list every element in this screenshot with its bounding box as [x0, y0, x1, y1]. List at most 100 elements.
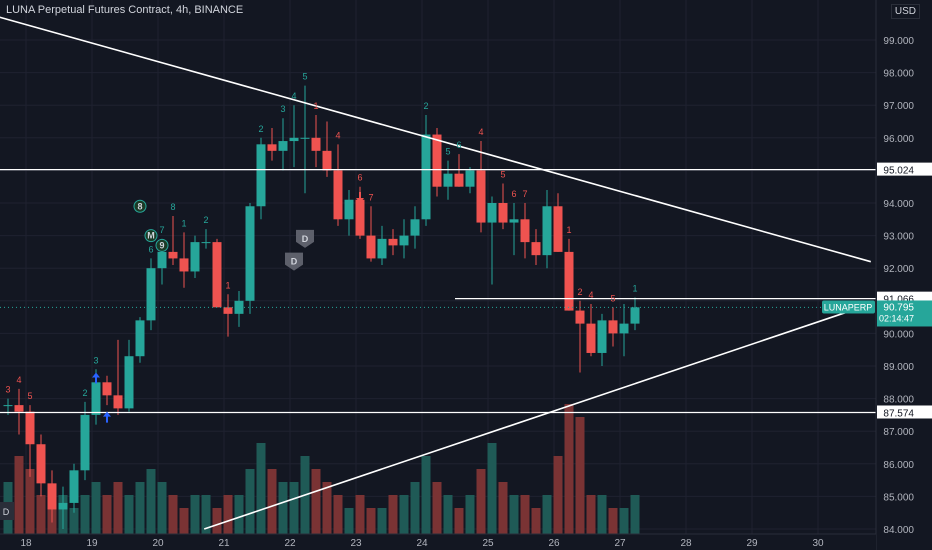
td-count-label: 3: [5, 385, 10, 395]
candle-body[interactable]: [410, 219, 420, 236]
candle-body[interactable]: [509, 219, 519, 223]
candle-body[interactable]: [553, 206, 563, 252]
candle-body[interactable]: [608, 320, 618, 334]
td-count-label: 2: [82, 388, 87, 398]
candle-body[interactable]: [487, 203, 497, 223]
candle-body[interactable]: [289, 137, 299, 142]
volume-bar: [36, 495, 46, 534]
candle-body[interactable]: [69, 470, 79, 503]
candle-body[interactable]: [157, 251, 167, 269]
candle-body[interactable]: [476, 170, 486, 223]
volume-bar: [366, 508, 376, 534]
candle-body[interactable]: [311, 137, 321, 151]
candle-body[interactable]: [344, 199, 354, 220]
candle-body[interactable]: [36, 444, 46, 484]
time-axis-label: 29: [746, 538, 758, 549]
volume-bar: [443, 495, 453, 534]
candle-body[interactable]: [245, 206, 255, 301]
volume-bar: [146, 469, 156, 534]
price-axis-label: 90.000: [883, 329, 914, 340]
volume-bar: [278, 482, 288, 534]
candle-body[interactable]: [586, 323, 596, 353]
volume-bar: [267, 469, 277, 534]
candle-body[interactable]: [399, 235, 409, 246]
candle-body[interactable]: [256, 144, 266, 207]
candle-body[interactable]: [102, 382, 112, 396]
candle-body[interactable]: [168, 251, 178, 259]
candle-body[interactable]: [300, 137, 310, 139]
candle-body[interactable]: [542, 206, 552, 256]
candle-body[interactable]: [223, 307, 233, 314]
candle-body[interactable]: [278, 141, 288, 151]
currency-selector[interactable]: USD: [890, 4, 920, 19]
candle-body[interactable]: [355, 199, 365, 236]
price-axis-label: 94.000: [883, 199, 914, 210]
candle-body[interactable]: [520, 219, 530, 243]
candle-body[interactable]: [465, 170, 475, 187]
candle-body[interactable]: [333, 170, 343, 220]
td-count-label: 4: [588, 290, 593, 300]
signal-marker-shield: [285, 252, 303, 271]
td-count-label: 2: [258, 124, 263, 134]
td-count-label: 3: [280, 104, 285, 114]
candle-body[interactable]: [113, 395, 123, 409]
time-axis-label: 20: [152, 538, 164, 549]
candle-body[interactable]: [322, 150, 332, 171]
candle-body[interactable]: [366, 235, 376, 259]
volume-bar: [234, 495, 244, 534]
candle-body[interactable]: [201, 242, 211, 244]
candle-body[interactable]: [190, 242, 200, 272]
volume-bar: [190, 495, 200, 534]
candle-body[interactable]: [80, 414, 90, 471]
interval-badge[interactable]: [0, 502, 14, 520]
candle-body[interactable]: [498, 203, 508, 223]
td-count-label: 6: [456, 140, 461, 150]
candle-body[interactable]: [47, 483, 57, 510]
trendline[interactable]: [0, 16, 872, 263]
candle-body[interactable]: [377, 238, 387, 259]
trendline[interactable]: [203, 303, 872, 530]
candle-body[interactable]: [58, 502, 68, 510]
candle-body[interactable]: [267, 144, 277, 151]
candle-body[interactable]: [91, 382, 101, 415]
candle-body[interactable]: [135, 320, 145, 357]
volume-bar: [80, 495, 90, 534]
candle-body[interactable]: [421, 134, 431, 220]
candle-body[interactable]: [124, 356, 134, 409]
candle-body[interactable]: [3, 405, 13, 407]
candle-body[interactable]: [146, 268, 156, 321]
candle-body[interactable]: [619, 323, 629, 334]
candle-body[interactable]: [25, 411, 35, 445]
candle-body[interactable]: [630, 307, 640, 324]
volume-bar: [322, 482, 332, 534]
volume-bar: [487, 443, 497, 534]
price-axis-label: 88.000: [883, 395, 914, 406]
level-price-value: 95.024: [883, 166, 914, 177]
candle-body[interactable]: [14, 405, 24, 412]
candle-body[interactable]: [179, 258, 189, 272]
signal-marker-label: 9: [159, 240, 164, 250]
td-count-label: 8: [170, 202, 175, 212]
signal-arrow-icon: [356, 192, 364, 203]
candle-body[interactable]: [531, 242, 541, 256]
price-axis-label: 97.000: [883, 101, 914, 112]
candle-body[interactable]: [575, 310, 585, 324]
candle-body[interactable]: [597, 320, 607, 353]
volume-bar: [498, 482, 508, 534]
time-axis-label: 27: [614, 538, 626, 549]
candle-body[interactable]: [454, 173, 464, 187]
level-price-tag: [877, 405, 932, 419]
candle-body[interactable]: [432, 134, 442, 187]
candle-body[interactable]: [388, 238, 398, 246]
volume-bar: [476, 469, 486, 534]
candle-body[interactable]: [234, 300, 244, 314]
td-count-label: 5: [445, 147, 450, 157]
td-count-label: 7: [368, 192, 373, 202]
volume-bar: [344, 508, 354, 534]
candle-body[interactable]: [564, 251, 574, 311]
candle-body[interactable]: [443, 173, 453, 187]
candle-body[interactable]: [212, 242, 222, 308]
td-count-label: 2: [577, 287, 582, 297]
time-axis-panel: [0, 534, 876, 550]
